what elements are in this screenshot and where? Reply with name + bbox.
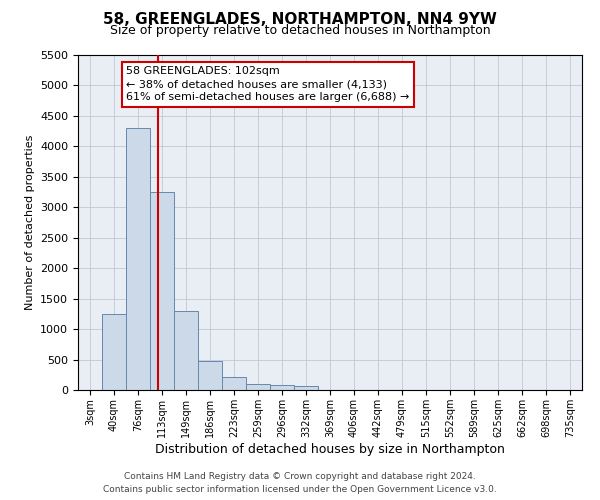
Bar xyxy=(174,311,198,390)
Bar xyxy=(150,192,174,390)
Bar xyxy=(102,314,126,390)
Text: 58, GREENGLADES, NORTHAMPTON, NN4 9YW: 58, GREENGLADES, NORTHAMPTON, NN4 9YW xyxy=(103,12,497,28)
X-axis label: Distribution of detached houses by size in Northampton: Distribution of detached houses by size … xyxy=(155,442,505,456)
Bar xyxy=(246,384,270,390)
Bar xyxy=(270,385,294,390)
Y-axis label: Number of detached properties: Number of detached properties xyxy=(25,135,35,310)
Bar xyxy=(198,361,222,390)
Text: Size of property relative to detached houses in Northampton: Size of property relative to detached ho… xyxy=(110,24,490,37)
Bar xyxy=(126,128,150,390)
Bar xyxy=(222,376,246,390)
Bar xyxy=(294,386,318,390)
Text: 58 GREENGLADES: 102sqm
← 38% of detached houses are smaller (4,133)
61% of semi-: 58 GREENGLADES: 102sqm ← 38% of detached… xyxy=(126,66,409,102)
Text: Contains HM Land Registry data © Crown copyright and database right 2024.
Contai: Contains HM Land Registry data © Crown c… xyxy=(103,472,497,494)
